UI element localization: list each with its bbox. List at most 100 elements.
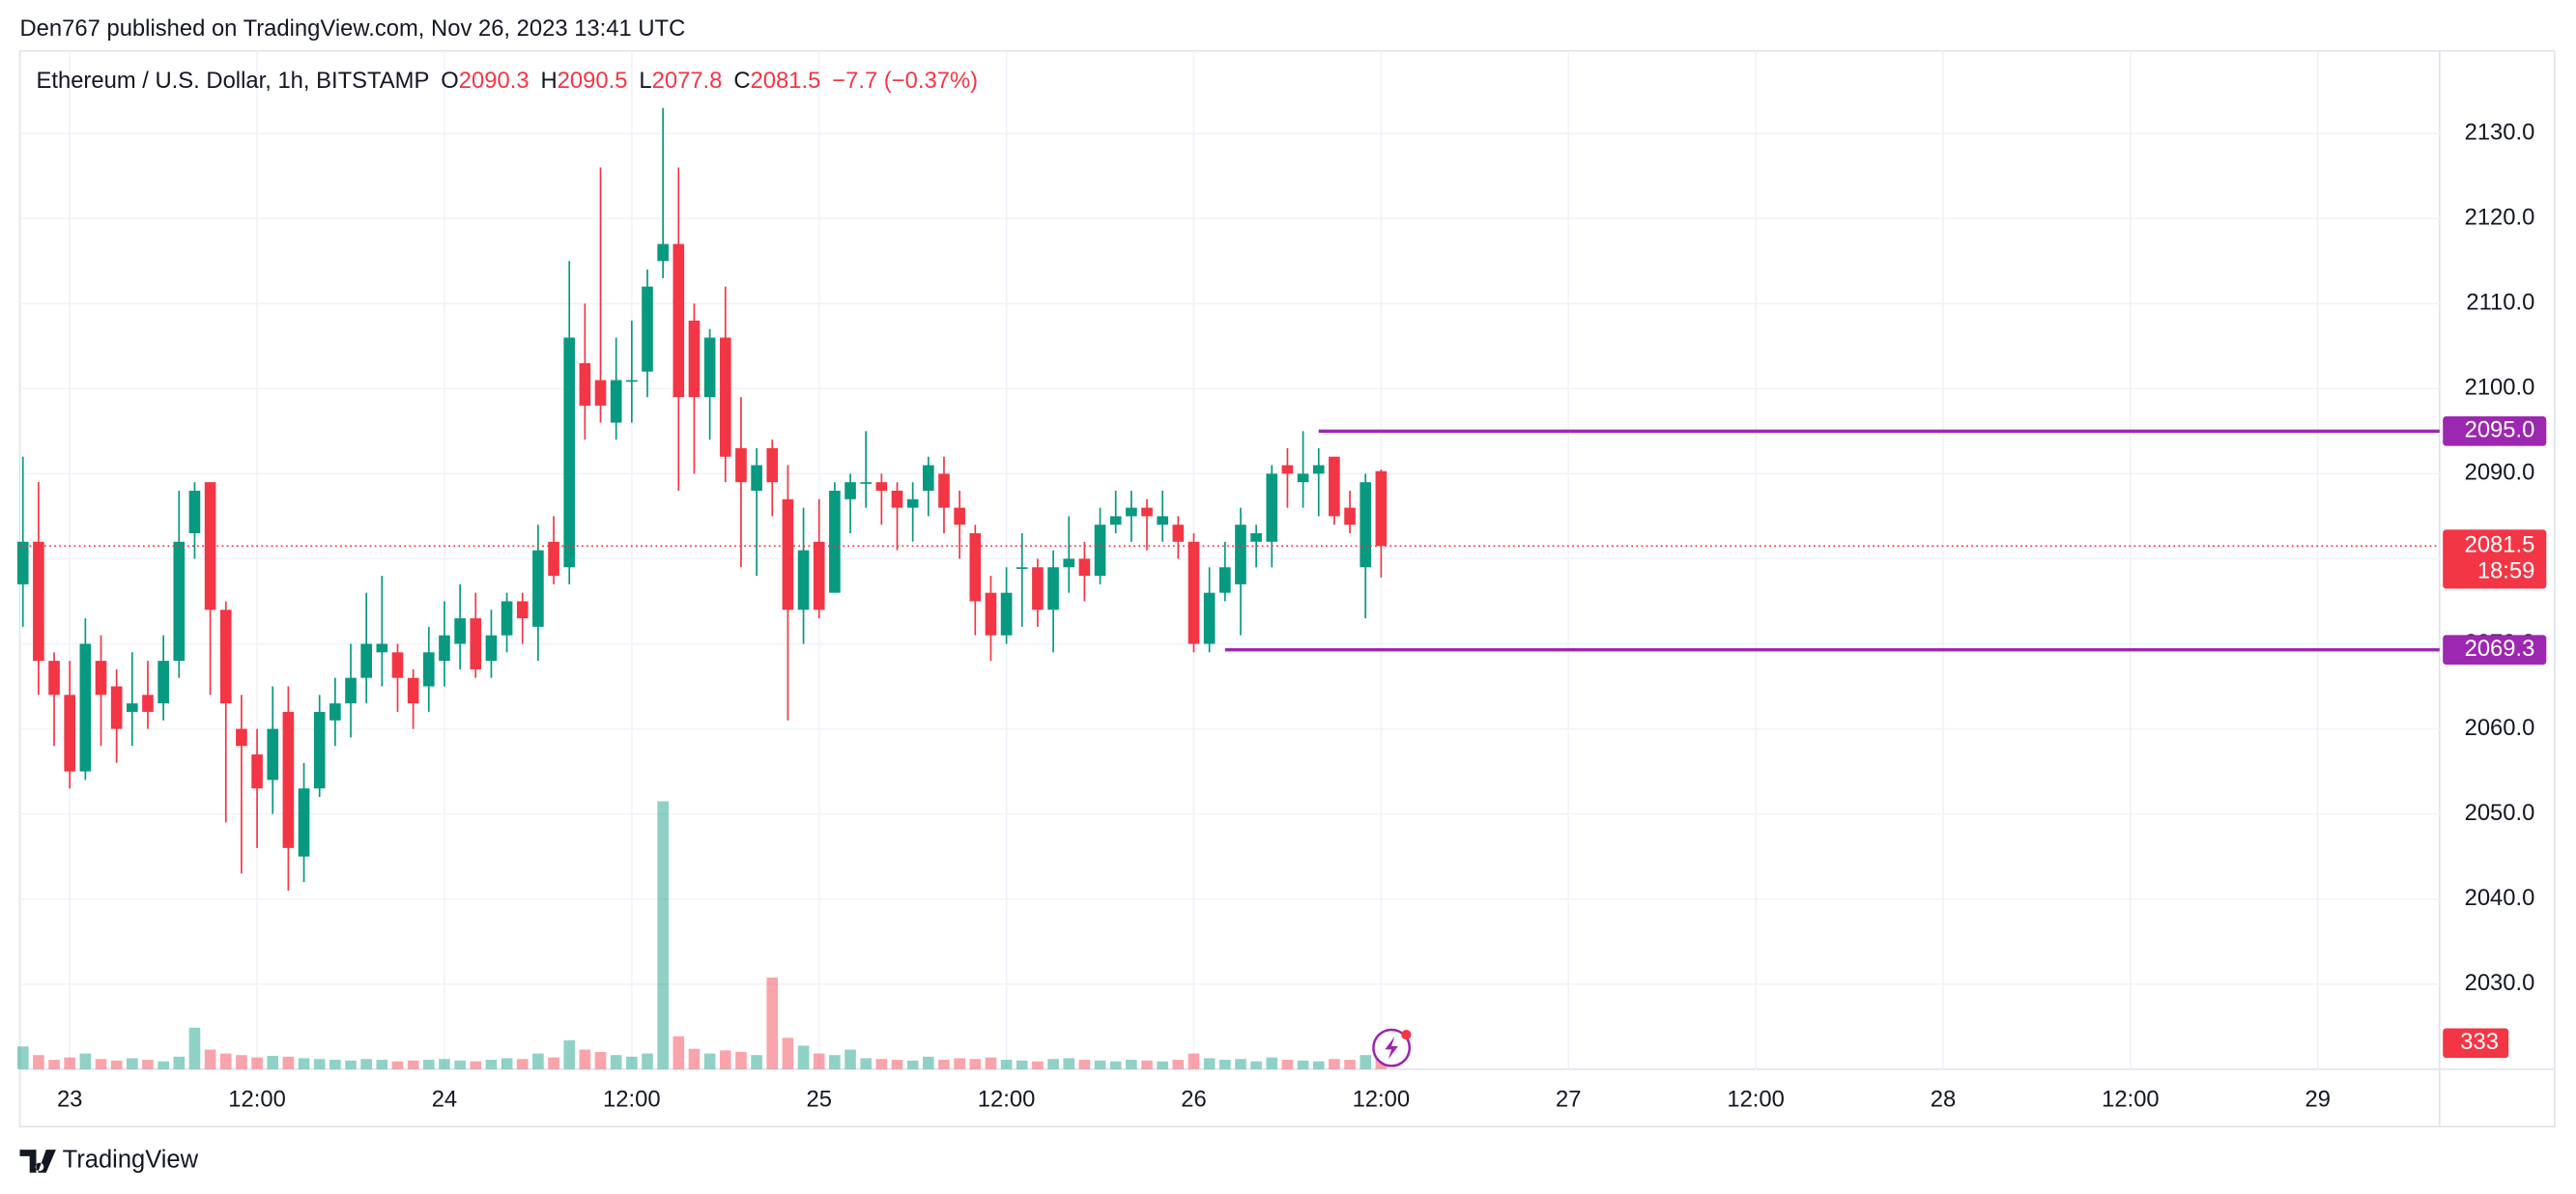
candle-body [204,482,216,611]
volume-bar [797,1045,810,1069]
brand-logo [19,1150,56,1173]
candle-body [1172,525,1185,542]
x-tick-label: 23 [57,1086,82,1112]
candle-body [1032,567,1044,611]
candle-body [501,601,513,636]
volume-bar [282,1056,295,1069]
volume-bar [485,1060,498,1069]
volume-bar [236,1055,247,1069]
volume-bar [1032,1061,1044,1069]
volume-bar [204,1049,216,1069]
x-tick-label: 12:00 [228,1086,286,1112]
candle-body [298,788,310,857]
candle-body [1188,541,1200,644]
volume-bar [1000,1060,1013,1069]
candle-body [1203,592,1216,644]
volume-bar [516,1059,529,1069]
candle-body [673,243,685,398]
volume-value-box [2443,1028,2509,1059]
candle-body [860,482,873,484]
candle-body [1078,558,1091,577]
candle-body [1109,516,1122,526]
volume-bar [1281,1060,1294,1069]
candle-body [485,635,498,662]
volume-bar [532,1053,544,1069]
candle-body [813,541,825,611]
candle-body [345,677,357,704]
candle-body [454,618,466,644]
x-tick-label: 26 [1181,1086,1206,1112]
legend-symbol: Ethereum / U.S. Dollar, 1h, BITSTAMP [36,68,429,94]
candle-body [1375,470,1388,547]
candle-body [267,728,279,781]
candle-body [1218,567,1231,593]
candle-body [1000,592,1013,636]
volume-bar [1126,1060,1137,1069]
candle-body [127,703,138,712]
volume-bar [844,1049,856,1069]
y-tick-label: 2050.0 [2465,800,2535,826]
x-tick-label: 29 [2305,1086,2331,1112]
candle-body [188,490,201,534]
volume-bar [1329,1059,1340,1069]
volume-bar [642,1053,653,1069]
volume-bar [79,1053,92,1069]
volume-bar [1109,1061,1122,1069]
current-price-box [2443,529,2547,589]
volume-value-label: 333 [2460,1029,2499,1055]
volume-bar [501,1058,513,1069]
volume-bar [313,1059,326,1069]
candle-body [703,337,716,398]
volume-bar [64,1057,76,1069]
volume-bar [95,1059,107,1069]
level-label: 2069.3 [2465,636,2535,662]
volume-bar [860,1058,873,1069]
candle-body [797,550,810,611]
candle-body [829,490,841,593]
candle-body [439,635,450,662]
volume-bar [1047,1059,1059,1069]
candle-body [923,465,934,491]
candle-body [985,592,997,636]
candle-body [1235,525,1246,584]
volume-bar [1016,1060,1028,1069]
volume-bar [454,1060,466,1069]
candle-body [470,618,482,669]
candle-body [157,661,169,704]
volume-bar [422,1060,435,1069]
volume-bar [267,1056,279,1069]
volume-bar [657,801,669,1069]
volume-bar [969,1059,982,1069]
y-tick-label: 2090.0 [2465,460,2535,486]
x-tick-label: 28 [1931,1086,1956,1112]
replay-icon [1372,1028,1412,1067]
volume-bar [813,1053,825,1069]
volume-bar [48,1060,60,1069]
candle-body [33,541,44,662]
candle-body [1126,507,1137,517]
legend-ohlc-key: H [541,68,558,94]
candle-body [969,533,982,602]
current-price-label: 2081.5 [2465,531,2535,557]
y-tick-label: 2130.0 [2465,119,2535,145]
volume-bar [376,1060,388,1069]
brand-name: TradingView [63,1147,199,1174]
volume-bar [329,1060,341,1069]
volume-bar [391,1061,404,1069]
candle-body [594,380,607,406]
volume-bar [345,1060,357,1069]
volume-bar [157,1061,169,1069]
candle-body [751,465,762,491]
legend-ohlc-key: C [733,68,750,94]
level-label: 2095.0 [2465,417,2535,443]
y-tick-label: 2060.0 [2465,715,2535,741]
candle-body [1157,516,1168,526]
volume-bar [1266,1057,1278,1069]
candle-body [142,695,154,712]
candle-body [1266,473,1278,542]
volume-bar [16,1046,29,1069]
candle-body [1344,507,1356,526]
candle-body [1063,558,1075,568]
volume-bar [782,1038,794,1069]
candle-body [1250,533,1262,542]
